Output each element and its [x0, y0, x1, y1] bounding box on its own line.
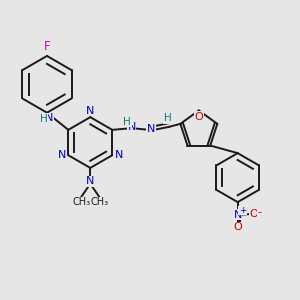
Text: H: H: [164, 113, 171, 124]
Text: N: N: [45, 113, 53, 123]
Text: O: O: [194, 112, 203, 122]
Text: N: N: [86, 106, 94, 116]
Text: CH₃: CH₃: [72, 197, 90, 207]
Text: N: N: [58, 150, 66, 160]
Text: CH₃: CH₃: [90, 197, 108, 207]
Text: -: -: [257, 207, 262, 217]
Text: H: H: [123, 117, 131, 127]
Text: N: N: [115, 150, 123, 160]
Text: O: O: [250, 209, 259, 219]
Text: N: N: [233, 210, 242, 220]
Text: N: N: [86, 176, 94, 186]
Text: H: H: [40, 114, 47, 124]
Text: F: F: [44, 40, 50, 53]
Text: +: +: [239, 206, 246, 215]
Text: O: O: [233, 222, 242, 232]
Text: N: N: [147, 124, 155, 134]
Text: N: N: [128, 122, 136, 132]
